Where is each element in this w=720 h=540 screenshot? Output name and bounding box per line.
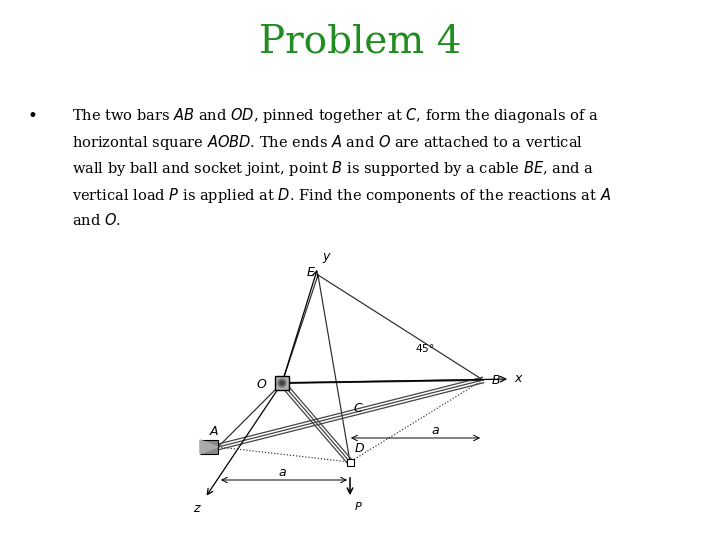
Text: $B$: $B$ xyxy=(491,374,501,387)
Text: $D$: $D$ xyxy=(354,442,365,455)
Text: •: • xyxy=(28,108,38,125)
Text: $a$: $a$ xyxy=(278,465,287,478)
Text: $C$: $C$ xyxy=(353,402,364,415)
Text: $y$: $y$ xyxy=(322,251,332,265)
Polygon shape xyxy=(200,440,218,454)
Text: $P$: $P$ xyxy=(354,500,363,512)
Text: The two bars $\mathit{AB}$ and $\mathit{OD}$, pinned together at $\mathit{C}$, f: The two bars $\mathit{AB}$ and $\mathit{… xyxy=(72,106,611,228)
Bar xyxy=(346,458,354,465)
Text: Problem 4: Problem 4 xyxy=(258,24,462,60)
Bar xyxy=(200,440,218,454)
Circle shape xyxy=(278,379,286,387)
Text: $E$: $E$ xyxy=(306,267,316,280)
Bar xyxy=(275,376,289,390)
Text: $a$: $a$ xyxy=(431,423,439,436)
Text: $x$: $x$ xyxy=(514,373,524,386)
Text: $45°$: $45°$ xyxy=(415,342,434,354)
Text: $A$: $A$ xyxy=(209,425,219,438)
Circle shape xyxy=(280,381,284,385)
Text: $z$: $z$ xyxy=(193,502,202,515)
Text: $O$: $O$ xyxy=(256,379,268,392)
